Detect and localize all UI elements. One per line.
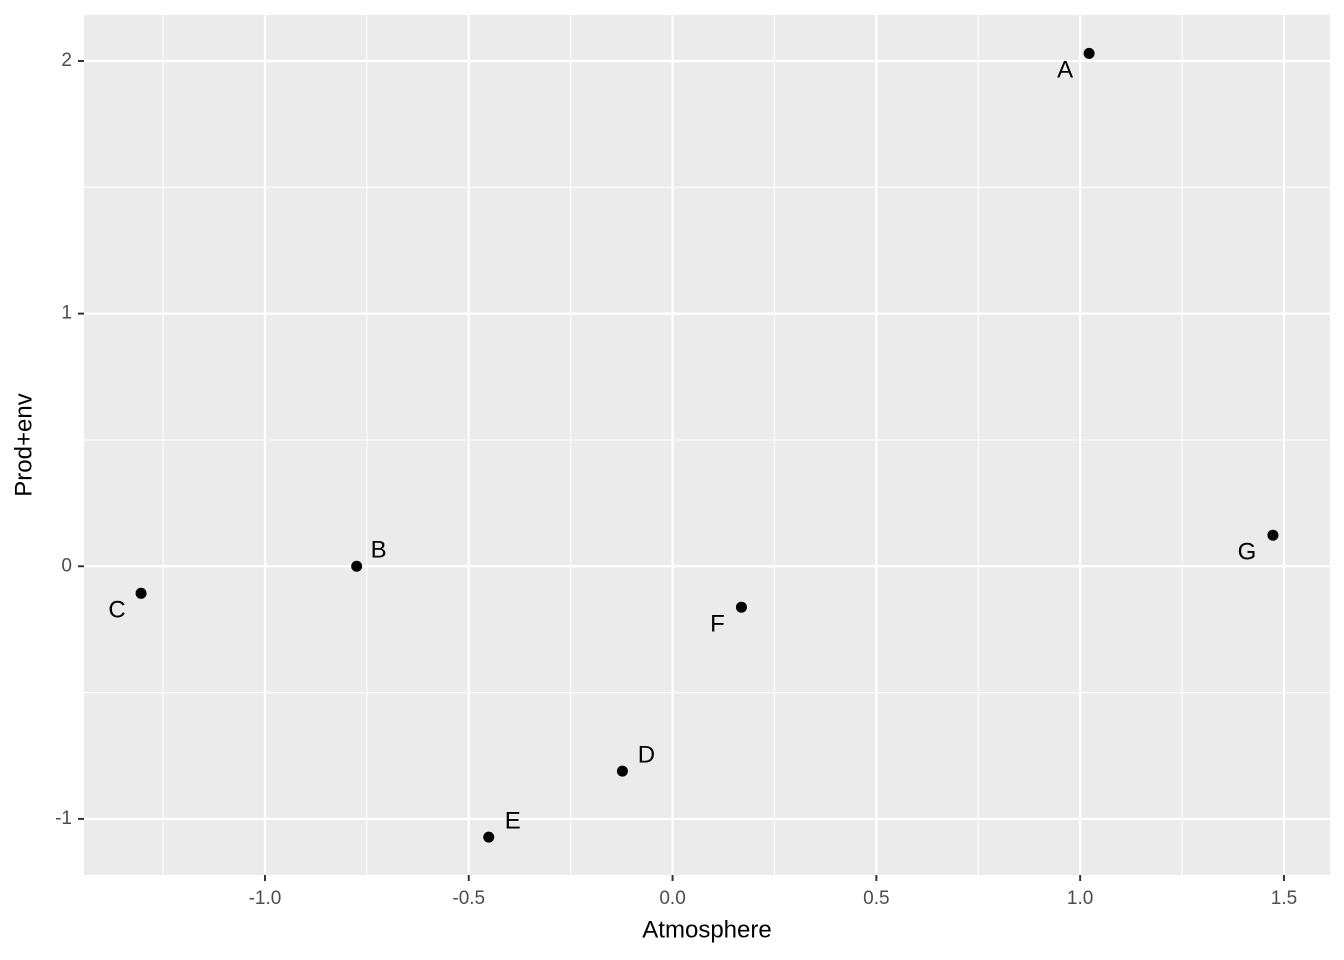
point-label: B	[371, 537, 387, 564]
y-tick-label: 2	[61, 50, 72, 71]
point-label: A	[1057, 57, 1073, 84]
x-axis-title: Atmosphere	[642, 916, 771, 943]
point-label: D	[638, 742, 655, 769]
y-tick-label: 1	[61, 303, 72, 324]
point	[351, 560, 363, 572]
x-tick-label: 0.0	[659, 888, 685, 909]
x-tick-label: 1.5	[1271, 888, 1297, 909]
y-tick-label: 0	[61, 555, 72, 576]
point	[1083, 47, 1095, 59]
x-tick-label: 1.0	[1067, 888, 1093, 909]
point	[616, 765, 628, 777]
x-tick-label: -1.0	[249, 888, 282, 909]
grid	[84, 15, 1330, 875]
point	[735, 601, 747, 613]
point-label: F	[710, 611, 725, 638]
point	[1267, 529, 1279, 541]
x-tick-label: 0.5	[863, 888, 889, 909]
y-tick-label: -1	[55, 808, 72, 829]
point-label: C	[108, 597, 125, 624]
y-axis-title: Prod+env	[10, 393, 37, 496]
point-label: E	[505, 807, 521, 834]
point-label: G	[1238, 539, 1257, 566]
x-tick-label: -0.5	[452, 888, 485, 909]
point	[135, 587, 147, 599]
point	[483, 831, 495, 843]
panel	[84, 15, 1330, 875]
